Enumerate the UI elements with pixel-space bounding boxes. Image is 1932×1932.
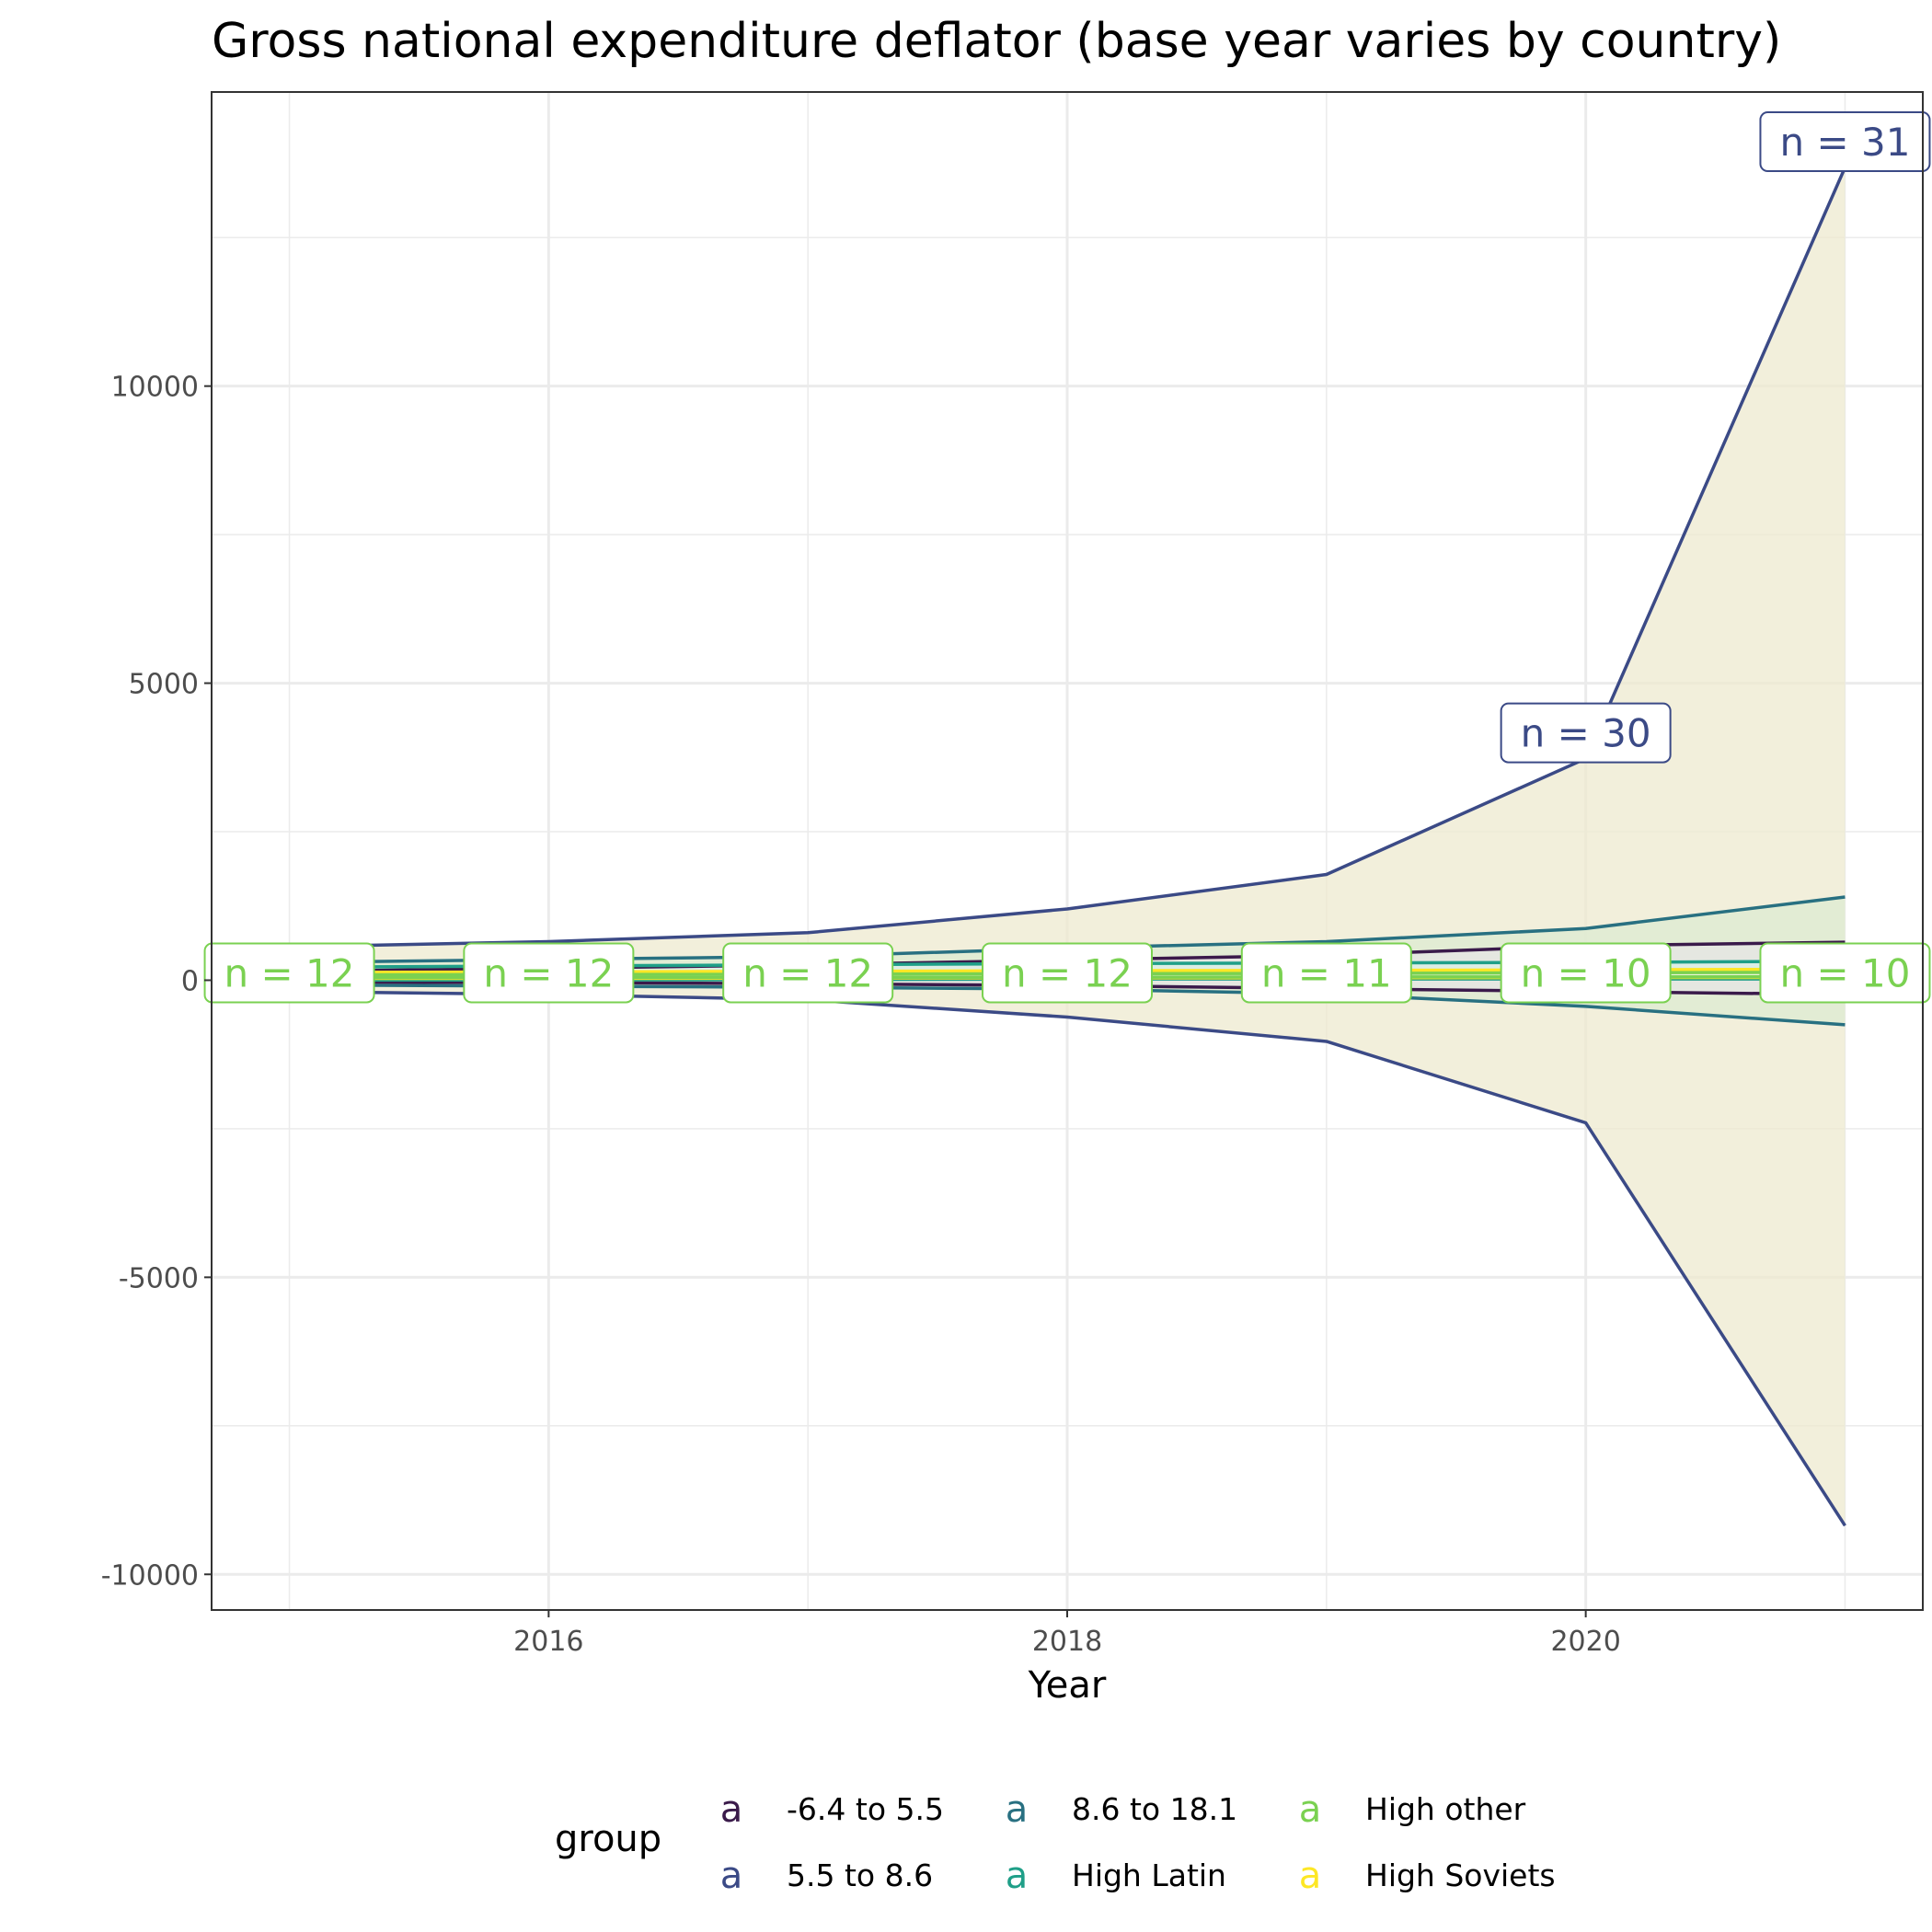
n-label-text: n = 30 (1521, 711, 1651, 756)
legend-title: group (555, 1818, 661, 1860)
ribbon-5-5-to-8-6 (289, 167, 1846, 1526)
x-axis-title: Year (1028, 1664, 1107, 1707)
n-label-text: n = 12 (483, 950, 614, 995)
legend-key: a (1299, 1855, 1322, 1897)
legend-item: a -6.4 to 5.5 (720, 1788, 944, 1831)
n-label: n = 10 (1500, 942, 1672, 1004)
legend-label: 5.5 to 8.6 (787, 1857, 933, 1893)
chart-title: Gross national expenditure deflator (bas… (212, 14, 1781, 69)
n-label: n = 12 (982, 942, 1153, 1004)
x-tick-label: 2018 (1032, 1626, 1102, 1658)
n-label-text: n = 11 (1261, 950, 1392, 995)
n-label-box (1240, 942, 1412, 1004)
legend-label: High Soviets (1365, 1857, 1556, 1893)
legend-label: High Latin (1072, 1857, 1226, 1893)
x-axis: 2016 2018 2020 (513, 1610, 1621, 1658)
n-label-text: n = 31 (1779, 120, 1910, 165)
n-label: n = 12 (463, 942, 635, 1004)
y-tick-label: -5000 (119, 1262, 199, 1294)
n-label-text: n = 10 (1779, 950, 1910, 995)
n-label-box (1759, 942, 1931, 1004)
x-tick-label: 2016 (513, 1626, 583, 1658)
n-label-box (203, 942, 375, 1004)
n-label-box (1500, 942, 1672, 1004)
n-label-box (463, 942, 635, 1004)
n-label-text: n = 12 (224, 950, 355, 995)
y-tick-label: 0 (181, 965, 199, 997)
legend-key: a (1006, 1788, 1029, 1831)
n-label: n = 10 (1759, 942, 1931, 1004)
legend-key: a (1299, 1788, 1322, 1831)
legend-key: a (1006, 1855, 1029, 1897)
y-tick-label: 10000 (111, 372, 199, 404)
legend-item: a High Soviets (1299, 1855, 1556, 1897)
n-label-box (722, 942, 894, 1004)
legend-label: -6.4 to 5.5 (787, 1791, 944, 1827)
x-tick-label: 2020 (1550, 1626, 1620, 1658)
legend-label: 8.6 to 18.1 (1072, 1791, 1237, 1827)
n-label-text: n = 12 (1002, 950, 1133, 995)
n-label: n = 11 (1240, 942, 1412, 1004)
legend-label: High other (1365, 1791, 1526, 1827)
legend-item: a High Latin (1006, 1855, 1226, 1897)
legend-key: a (720, 1788, 743, 1831)
n-label: n = 30 (1500, 702, 1672, 764)
y-tick-label: -10000 (101, 1559, 199, 1592)
n-label-text: n = 12 (742, 950, 873, 995)
n-label: n = 12 (722, 942, 894, 1004)
n-label-box (1759, 111, 1931, 173)
n-labels: n = 31 n = 30 n = 12 n = 12 n = 12 n = 12 n = … (203, 111, 1931, 1004)
legend: group a -6.4 to 5.5 a 5.5 to 8.6 a 8.6 to 18.… (555, 1788, 1556, 1897)
legend-item: a High other (1299, 1788, 1526, 1831)
n-label-box (982, 942, 1153, 1004)
plot-area: n = 31 n = 30 n = 12 n = 12 n = 12 n = 12 n = … (203, 91, 1931, 1611)
legend-key: a (720, 1855, 743, 1897)
n-label-text: n = 10 (1521, 950, 1651, 995)
legend-item: a 5.5 to 8.6 (720, 1855, 933, 1897)
y-tick-label: 5000 (129, 669, 199, 701)
n-label: n = 12 (203, 942, 375, 1004)
y-axis: -10000 -5000 0 5000 10000 (101, 372, 212, 1592)
n-label-box (1500, 702, 1672, 764)
legend-item: a 8.6 to 18.1 (1006, 1788, 1237, 1831)
n-label: n = 31 (1759, 111, 1931, 173)
